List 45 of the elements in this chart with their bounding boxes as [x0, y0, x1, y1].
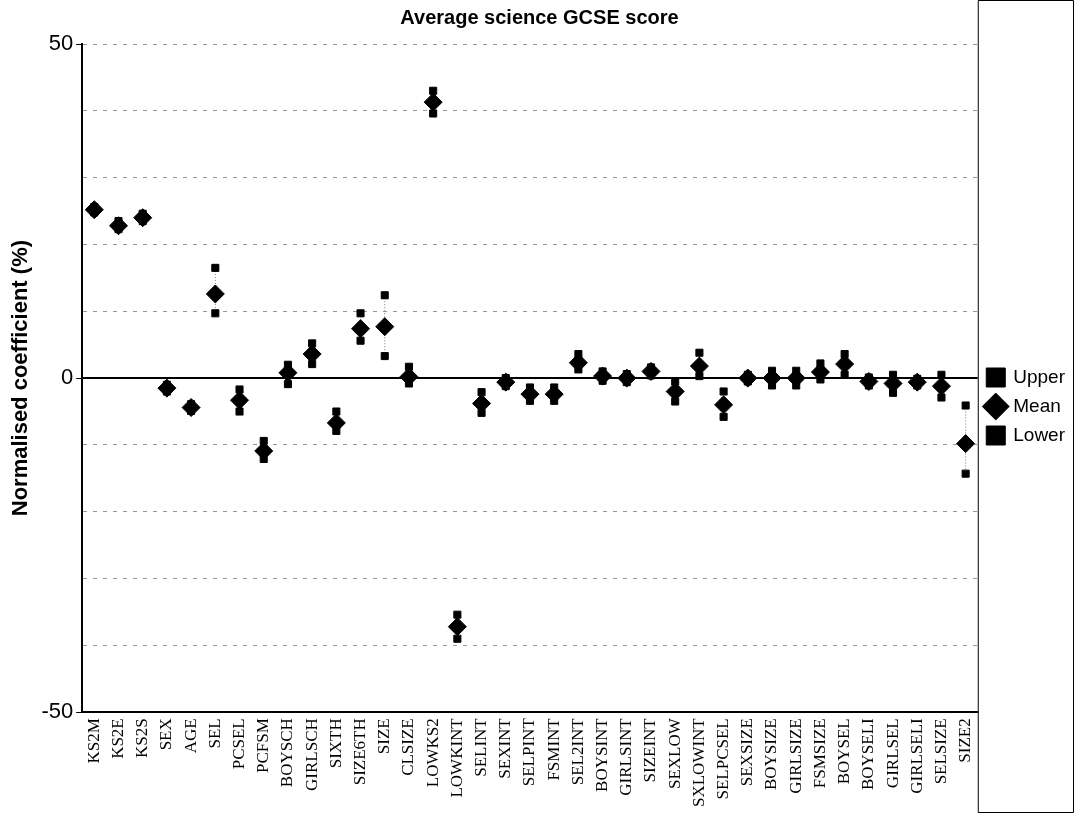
- x-tick-label: SIZE: [374, 718, 394, 755]
- x-tick-label: SEXSIZE: [737, 718, 757, 787]
- y-tick-label: -50: [41, 698, 74, 724]
- x-tick-label: GIRLSELI: [906, 717, 926, 794]
- chart-title: Average science GCSE score: [400, 5, 679, 28]
- x-tick-label: BOYSIZE: [761, 718, 781, 791]
- x-tick-label: KS2E: [107, 718, 127, 759]
- legend-label: Mean: [1013, 394, 1061, 416]
- x-tick-label: SIZEINT: [640, 717, 660, 783]
- x-tick-label: SIXTH: [325, 718, 345, 769]
- legend-label: Lower: [1013, 423, 1066, 445]
- y-axis-title: Normalised coefficient (%): [7, 239, 33, 517]
- x-tick-label: GIRLSEL: [882, 718, 902, 789]
- x-tick-label: BOYSINT: [592, 717, 612, 792]
- x-tick-label: SEL: [204, 718, 224, 749]
- x-tick-label: SIZE2: [955, 718, 975, 763]
- x-tick-label: SIZE6TH: [350, 718, 370, 786]
- x-tick-label: LOWKS2: [422, 718, 442, 788]
- x-tick-label: FSMINT: [543, 717, 563, 781]
- x-tick-label: BOYSEL: [834, 718, 854, 785]
- y-tick-label: 0: [60, 364, 74, 390]
- x-tick-label: GIRLSINT: [616, 717, 636, 796]
- x-tick-label: BOYSCH: [277, 718, 297, 788]
- x-tick-label: AGE: [180, 718, 200, 754]
- x-tick-label: GIRLSCH: [301, 718, 321, 791]
- x-tick-label: SXLOWINT: [688, 717, 708, 808]
- x-tick-label: BOYSELI: [858, 717, 878, 791]
- x-tick-label: PCSEL: [228, 718, 248, 770]
- x-tick-label: SELSIZE: [930, 718, 950, 785]
- x-tick-label: KS2M: [83, 718, 103, 764]
- x-tick-label: SELINT: [471, 717, 491, 777]
- x-tick-label: SEL2INT: [567, 717, 587, 786]
- x-tick-label: SELPINT: [519, 717, 539, 787]
- x-tick-label: CLSIZE: [398, 718, 418, 776]
- x-tick-label: SELPCSEL: [713, 718, 733, 800]
- x-tick-label: SEXINT: [495, 717, 515, 779]
- x-tick-label: FSMSIZE: [809, 718, 829, 789]
- x-tick-label: PCFSM: [253, 718, 273, 774]
- x-tick-label: LOWKINT: [446, 717, 466, 798]
- x-tick-label: SEX: [156, 718, 176, 751]
- x-tick-label: KS2S: [132, 718, 152, 758]
- legend-label: Upper: [1013, 365, 1066, 387]
- x-tick-label: GIRLSIZE: [785, 718, 805, 794]
- y-tick-label: 50: [48, 30, 74, 56]
- x-tick-label: SEXLOW: [664, 717, 684, 790]
